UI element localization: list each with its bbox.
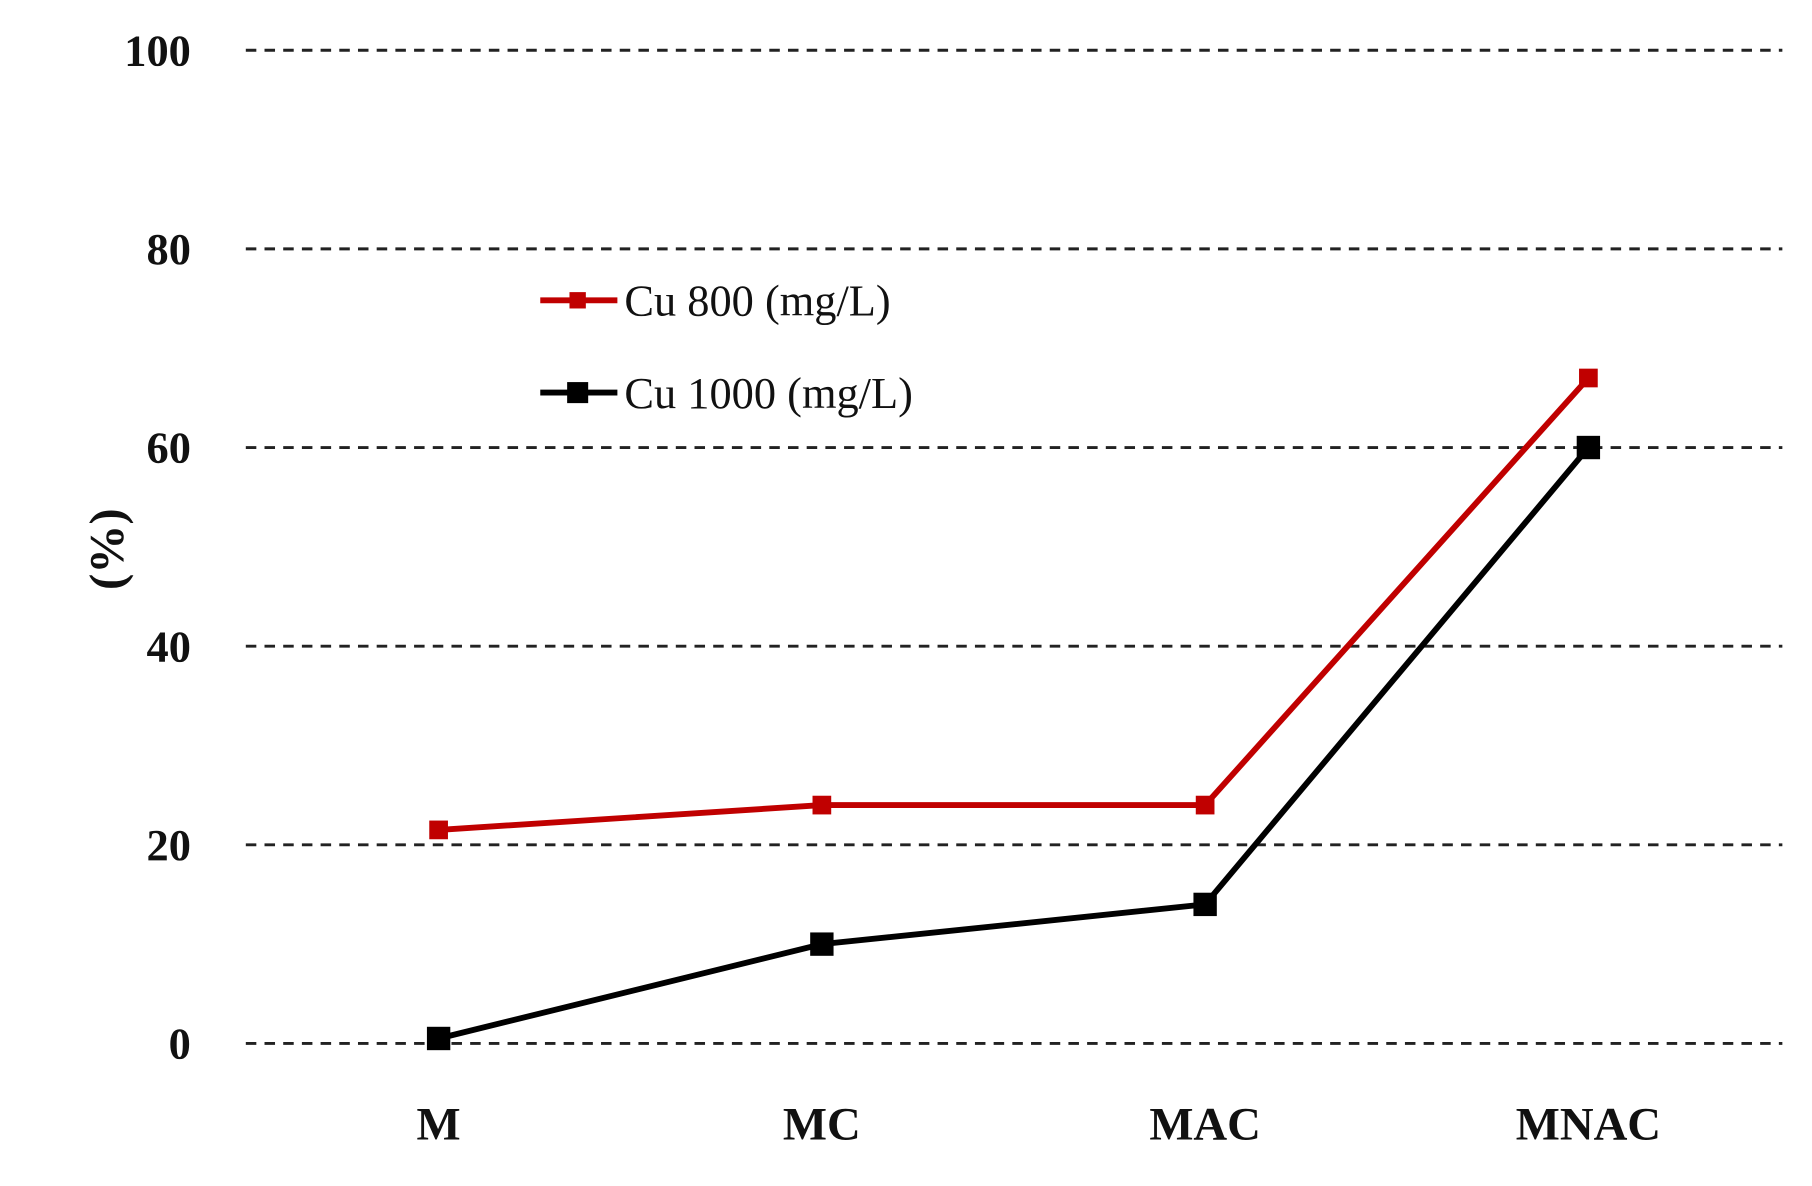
legend-label-cu1000: Cu 1000 (mg/L) — [624, 368, 913, 418]
series-1 — [426, 435, 1601, 1051]
y-axis-label: (%) — [79, 508, 134, 590]
y-tick-label: 100 — [124, 25, 191, 75]
data-point — [1579, 368, 1598, 388]
y-tick-label: 40 — [147, 621, 191, 671]
legend-marker-cu1000 — [567, 382, 589, 404]
data-point — [1195, 795, 1215, 815]
x-tick-label: M — [417, 1098, 461, 1150]
y-axis-ticks: 0 20 40 60 80 100 — [124, 25, 191, 1068]
y-tick-label: 60 — [147, 423, 191, 473]
y-tick-label: 80 — [147, 224, 191, 274]
legend-item-cu1000: Cu 1000 (mg/L) — [540, 368, 913, 418]
data-point — [810, 932, 834, 956]
legend-item-cu800: Cu 800 (mg/L) — [540, 275, 891, 325]
y-tick-label: 20 — [147, 820, 191, 870]
x-tick-label: MAC — [1149, 1098, 1261, 1150]
series-line — [438, 376, 1591, 833]
series-line — [437, 445, 1591, 1042]
x-tick-label: MC — [783, 1098, 861, 1150]
data-point — [429, 820, 448, 840]
series-0 — [429, 368, 1598, 840]
data-point — [1576, 435, 1601, 460]
y-tick-label: 0 — [169, 1019, 191, 1069]
x-tick-label: MNAC — [1516, 1098, 1661, 1150]
gridlines — [245, 48, 1783, 1045]
data-point — [426, 1026, 451, 1051]
data-point — [812, 795, 832, 815]
data-point — [1193, 892, 1217, 917]
legend-marker-cu800 — [569, 292, 586, 309]
legend: Cu 800 (mg/L) Cu 1000 (mg/L) — [540, 275, 913, 418]
legend-label-cu800: Cu 800 (mg/L) — [624, 275, 890, 325]
x-axis-ticks: M MC MAC MNAC — [417, 1098, 1661, 1150]
series-group — [426, 368, 1601, 1051]
